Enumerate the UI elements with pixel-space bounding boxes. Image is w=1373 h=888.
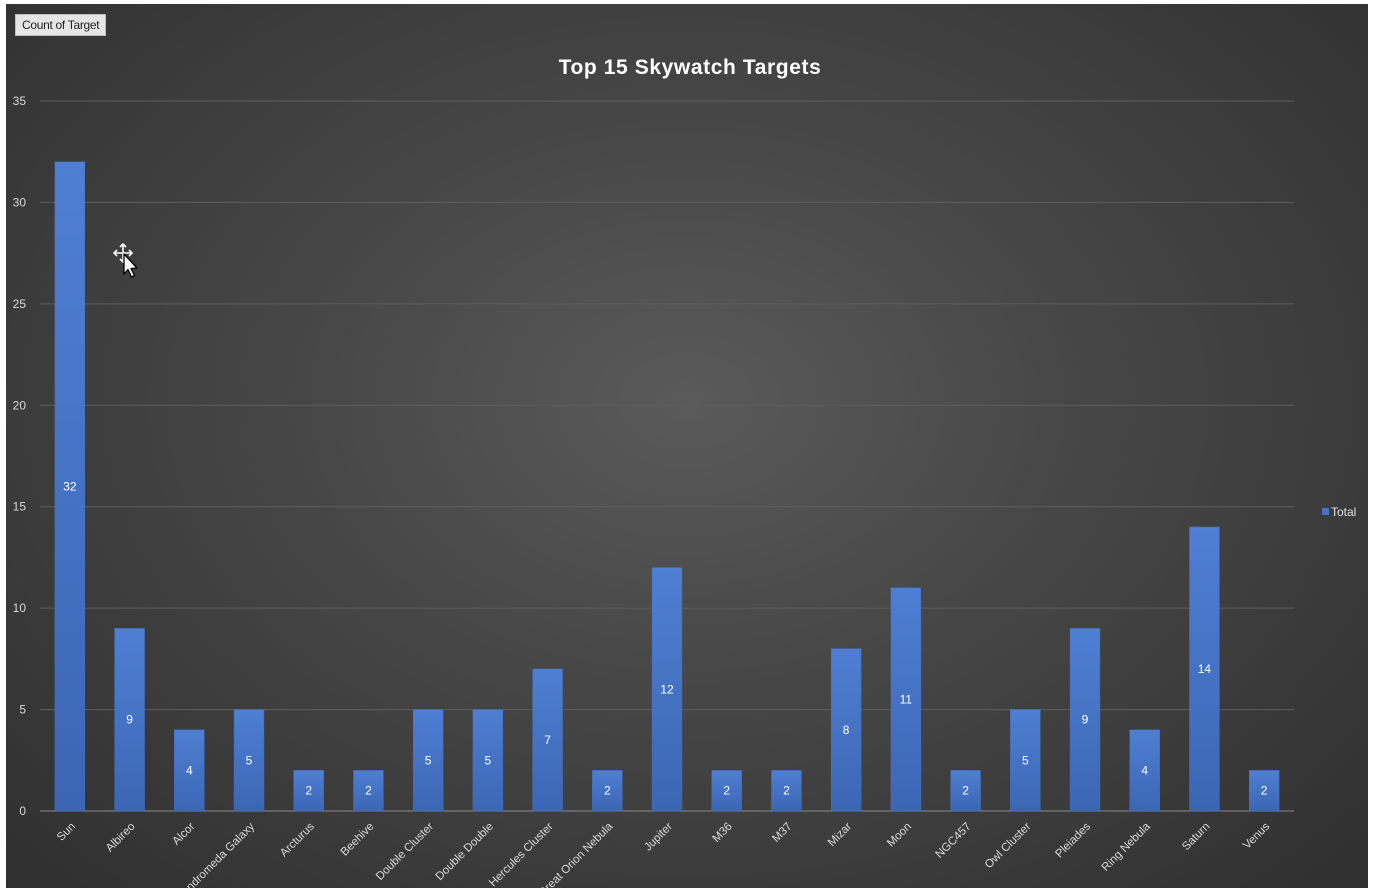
y-tick-label: 15 — [13, 500, 27, 514]
x-tick-label: Venus — [1241, 820, 1272, 851]
data-label: 12 — [660, 682, 674, 696]
bar[interactable] — [293, 770, 324, 812]
data-label: 4 — [1141, 763, 1148, 777]
y-tick-label: 10 — [13, 601, 27, 615]
x-tick-label: Owl Cluster — [983, 821, 1034, 872]
data-label: 14 — [1198, 662, 1212, 676]
x-tick-label: Alcor — [170, 821, 197, 848]
data-label: 4 — [186, 763, 193, 777]
data-label: 5 — [1022, 753, 1029, 767]
data-label: 5 — [485, 753, 492, 767]
move-cursor-icon — [113, 242, 138, 278]
x-tick-label: M37 — [770, 821, 794, 845]
x-tick-label: Beehive — [339, 821, 377, 859]
data-label: 5 — [425, 753, 432, 767]
pivot-field-button[interactable]: Count of Target — [15, 14, 107, 36]
bar[interactable] — [1129, 729, 1160, 812]
data-label: 2 — [305, 784, 312, 798]
data-label: 2 — [604, 784, 611, 798]
legend-label-total: Total — [1331, 505, 1356, 519]
data-label: 2 — [365, 784, 372, 798]
x-tick-label: Mizar — [826, 821, 854, 849]
x-tick-label: M36 — [711, 821, 735, 845]
data-label: 32 — [63, 479, 77, 493]
bar[interactable] — [114, 628, 145, 812]
data-label: 2 — [1261, 784, 1268, 798]
bar[interactable] — [54, 161, 86, 812]
bar[interactable] — [532, 668, 563, 812]
y-tick-label: 20 — [13, 398, 27, 412]
y-axis: 0 5 10 15 20 25 30 35 — [13, 94, 27, 818]
data-label: 11 — [900, 692, 913, 706]
bar[interactable] — [651, 567, 683, 812]
bar[interactable] — [1189, 526, 1220, 812]
bar[interactable] — [711, 770, 742, 812]
bar[interactable] — [1248, 770, 1280, 812]
data-label: 8 — [843, 723, 850, 737]
data-label: 2 — [723, 784, 730, 798]
bar[interactable] — [771, 770, 802, 812]
x-tick-label: Arcturus — [278, 820, 317, 859]
bar[interactable] — [233, 709, 265, 812]
y-tick-label: 35 — [13, 94, 27, 108]
bar[interactable] — [174, 729, 205, 812]
x-tick-label: NGC457 — [934, 821, 974, 861]
x-tick-label: Ring Nebula — [1100, 820, 1154, 874]
data-label: 2 — [783, 784, 790, 798]
x-tick-label: Saturn — [1180, 821, 1212, 853]
y-tick-label: 0 — [19, 804, 26, 818]
x-tick-label: Hercules Cluster — [487, 821, 556, 888]
bar[interactable] — [412, 709, 444, 812]
data-label: 7 — [544, 733, 551, 747]
bar[interactable] — [950, 770, 981, 812]
bar[interactable] — [592, 770, 623, 812]
x-tick-label: Sun — [55, 821, 78, 844]
y-tick-label: 5 — [19, 703, 26, 717]
y-tick-label: 30 — [13, 195, 27, 209]
data-label: 9 — [1082, 713, 1089, 727]
bar[interactable] — [830, 648, 862, 812]
bar[interactable] — [1010, 709, 1041, 812]
bar[interactable] — [890, 587, 922, 812]
x-tick-label: Jupiter — [642, 821, 675, 854]
y-tick-label: 25 — [13, 297, 27, 311]
legend-swatch-total — [1322, 508, 1329, 515]
chart-title: Top 15 Skywatch Targets — [559, 56, 822, 79]
bar[interactable] — [1069, 628, 1101, 812]
legend[interactable]: Total — [1322, 505, 1356, 519]
x-tick-label: Moon — [885, 821, 914, 850]
x-tick-label: Pleiades — [1053, 820, 1093, 860]
x-tick-label: Albireo — [104, 821, 138, 855]
x-tick-label: Double Cluster — [374, 821, 436, 883]
data-label: 2 — [962, 784, 969, 798]
bar[interactable] — [472, 709, 504, 812]
data-label: 9 — [126, 713, 133, 727]
data-label: 5 — [246, 753, 253, 767]
bar[interactable] — [353, 770, 384, 812]
x-tick-label: Double Double — [434, 821, 496, 883]
